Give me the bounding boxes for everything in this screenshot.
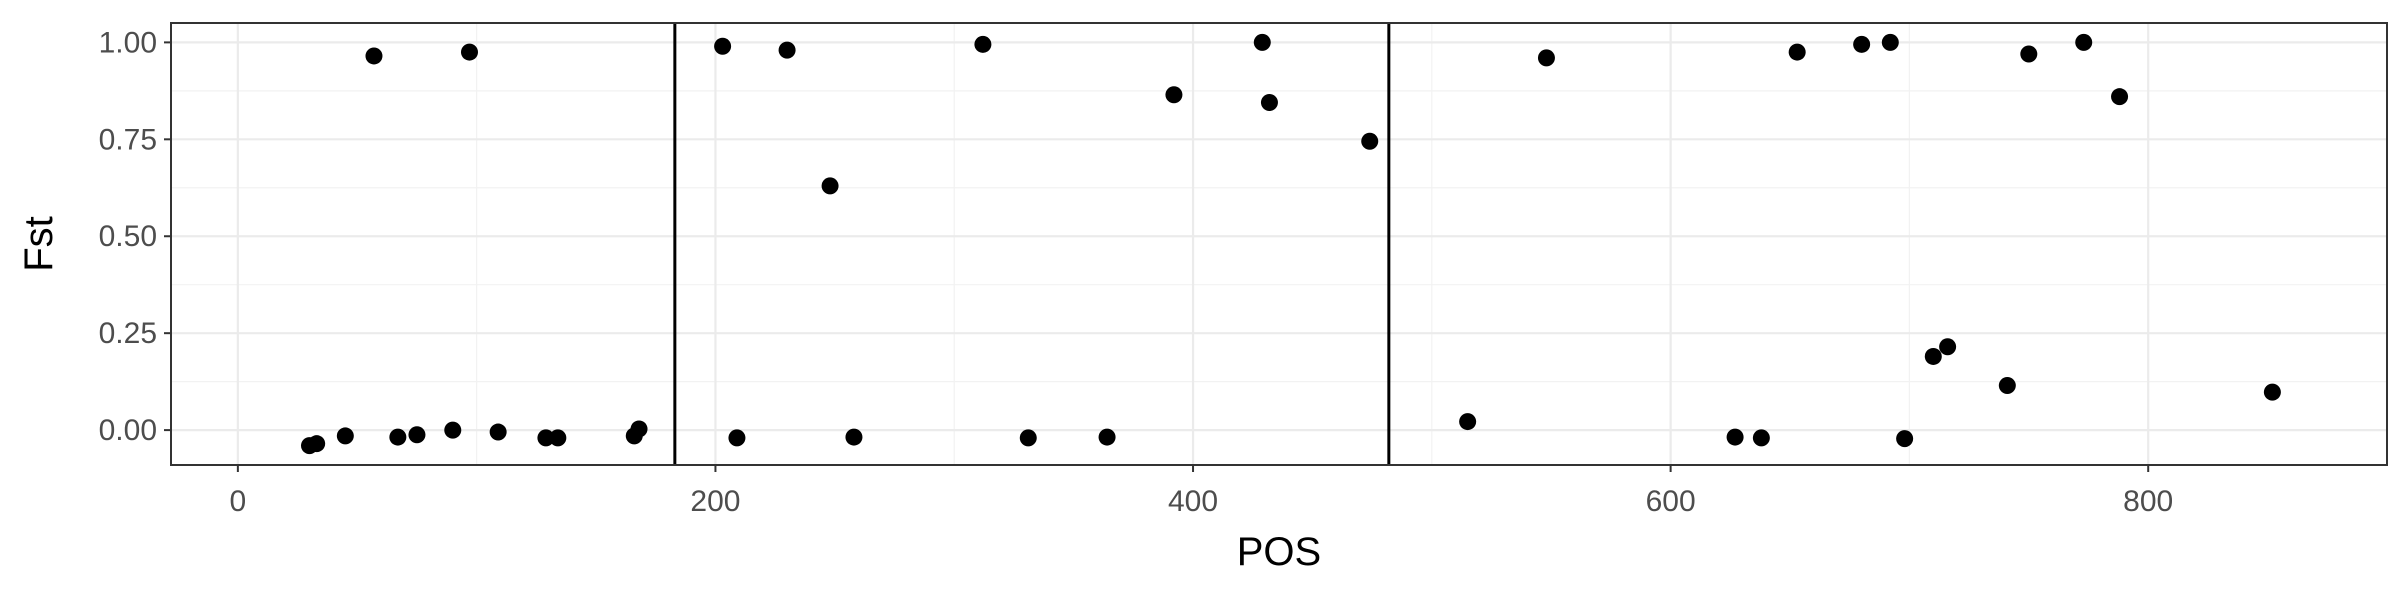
y-tick-label: 0.75 xyxy=(99,123,157,156)
data-point xyxy=(1361,132,1379,150)
x-axis-title: POS xyxy=(1237,530,1321,574)
panel-background xyxy=(171,23,2387,465)
data-point xyxy=(1896,430,1914,448)
data-point xyxy=(1788,43,1806,61)
data-point xyxy=(489,423,507,441)
data-point xyxy=(1998,377,2016,395)
y-tick-label: 0.00 xyxy=(99,414,157,447)
data-point xyxy=(1019,429,1037,447)
vertical-reference-lines xyxy=(673,23,1391,465)
data-point xyxy=(974,35,992,53)
data-point xyxy=(2075,33,2093,51)
y-tick-label: 0.50 xyxy=(99,220,157,253)
data-point xyxy=(1459,413,1477,431)
data-point xyxy=(714,37,732,55)
data-point xyxy=(630,420,648,438)
data-point xyxy=(1165,86,1183,104)
x-tick-label: 400 xyxy=(1168,485,1218,518)
y-tick-label: 0.25 xyxy=(99,317,157,350)
data-point xyxy=(1881,33,1899,51)
data-point xyxy=(408,426,426,444)
data-point xyxy=(778,41,796,59)
data-point xyxy=(460,43,478,61)
data-point xyxy=(2111,88,2129,106)
data-point xyxy=(1253,33,1271,51)
data-point xyxy=(336,427,354,445)
data-point xyxy=(1853,35,1871,53)
x-tick-label: 200 xyxy=(690,485,740,518)
data-point xyxy=(1726,428,1744,446)
minor-gridlines xyxy=(171,23,2387,465)
data-point xyxy=(1752,429,1770,447)
y-tick-label: 1.00 xyxy=(99,26,157,59)
x-tick-label: 800 xyxy=(2123,485,2173,518)
x-axis-ticks: 0 200 400 600 800 xyxy=(230,465,2173,518)
data-point xyxy=(389,428,407,446)
data-point xyxy=(444,421,462,439)
major-gridlines xyxy=(171,23,2387,465)
data-point xyxy=(728,429,746,447)
data-point xyxy=(365,47,383,65)
data-point xyxy=(1098,428,1116,446)
data-point xyxy=(2263,383,2281,401)
data-point xyxy=(1537,49,1555,67)
data-point xyxy=(1939,338,1957,356)
data-point xyxy=(308,435,326,453)
data-point xyxy=(821,177,839,195)
y-axis-title: Fst xyxy=(17,216,61,272)
x-tick-label: 0 xyxy=(230,485,247,518)
data-points xyxy=(301,33,2281,455)
data-point xyxy=(1260,93,1278,111)
data-point xyxy=(2020,45,2038,63)
panel-border xyxy=(170,22,2388,466)
data-point xyxy=(537,429,555,447)
y-axis-ticks: 0.00 0.25 0.50 0.75 1.00 xyxy=(99,26,171,447)
data-point xyxy=(1924,347,1942,365)
x-tick-label: 600 xyxy=(1646,485,1696,518)
data-point xyxy=(845,428,863,446)
data-point xyxy=(549,429,567,447)
